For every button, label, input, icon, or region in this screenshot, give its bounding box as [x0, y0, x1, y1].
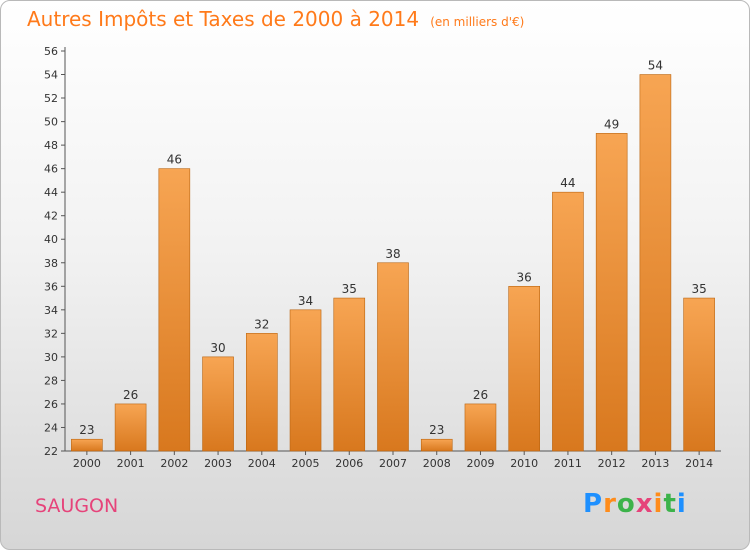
value-label-2012: 49	[604, 117, 619, 131]
y-tick-label: 26	[44, 398, 58, 411]
bar-2007	[377, 262, 409, 452]
x-tick-label-2011: 2011	[554, 457, 582, 470]
y-tick-label: 22	[44, 445, 58, 458]
chart-title-unit: (en milliers d'€)	[430, 15, 525, 29]
y-tick-label: 50	[44, 116, 58, 129]
y-tick-label: 36	[44, 280, 58, 293]
y-tick-label: 46	[44, 163, 58, 176]
bar-2006	[333, 297, 366, 452]
y-tick-label: 34	[44, 304, 58, 317]
y-tick-label: 28	[44, 374, 58, 387]
y-tick-label: 30	[44, 351, 58, 364]
value-label-2002: 46	[167, 153, 182, 167]
bar-2010	[508, 285, 541, 452]
bar-2008	[420, 438, 453, 452]
x-tick-label-2002: 2002	[160, 457, 188, 470]
value-label-2014: 35	[691, 282, 706, 296]
bar-2005	[289, 309, 322, 452]
commune-name: SAUGON	[35, 495, 119, 517]
x-tick-label-2007: 2007	[379, 457, 407, 470]
y-tick-label: 42	[44, 210, 58, 223]
x-tick-label-2004: 2004	[248, 457, 276, 470]
x-tick-label-2006: 2006	[335, 457, 363, 470]
y-tick-label: 38	[44, 257, 58, 270]
x-tick-label-2008: 2008	[423, 457, 451, 470]
y-tick-label: 48	[44, 139, 58, 152]
y-tick-label: 24	[44, 421, 58, 434]
chart-title-main: Autres Impôts et Taxes de 2000 à 2014	[27, 7, 420, 31]
value-label-2007: 38	[385, 247, 400, 261]
x-tick-label-2012: 2012	[598, 457, 626, 470]
proxiti-logo[interactable]: Proxiti	[583, 489, 687, 519]
value-label-2005: 34	[298, 294, 313, 308]
chart-axes: 22 24 26 28 30 32 34 36 38 40 42 44 46 48 50 52 54 56 2000…	[44, 45, 721, 470]
bar-2002	[158, 168, 191, 452]
x-tick-label-2003: 2003	[204, 457, 232, 470]
y-tick-label: 54	[44, 69, 58, 82]
bar-2000	[71, 438, 103, 452]
x-tick-label-2005: 2005	[292, 457, 320, 470]
x-tick-label-2001: 2001	[117, 457, 145, 470]
x-tick-label-2014: 2014	[685, 457, 713, 470]
x-tick-label-2009: 2009	[466, 457, 494, 470]
x-tick-label-2000: 2000	[73, 457, 101, 470]
chart-value-labels: 23 26 46 30 32 34 35 38 23 26 36 44 49 54 35	[79, 59, 707, 438]
bar-2011	[552, 191, 584, 452]
y-tick-label: 44	[44, 186, 58, 199]
bar-2014	[683, 297, 715, 452]
y-tick-label: 40	[44, 233, 58, 246]
y-tick-label: 32	[44, 327, 58, 340]
x-tick-label-2010: 2010	[510, 457, 538, 470]
y-tick-label: 56	[44, 45, 58, 58]
bar-2001	[114, 403, 147, 452]
value-label-2000: 23	[79, 423, 94, 437]
value-label-2009: 26	[473, 388, 488, 402]
bar-2013	[639, 74, 672, 452]
y-tick-label: 52	[44, 92, 58, 105]
chart-title: Autres Impôts et Taxes de 2000 à 2014 (e…	[27, 7, 524, 31]
bar-2009	[464, 403, 497, 452]
value-label-2010: 36	[517, 270, 532, 284]
value-label-2011: 44	[560, 176, 575, 190]
bar-2003	[202, 356, 234, 452]
value-label-2006: 35	[342, 282, 357, 296]
bar-2004	[246, 333, 278, 452]
value-label-2001: 26	[123, 388, 138, 402]
value-label-2008: 23	[429, 423, 444, 437]
value-label-2004: 32	[254, 317, 269, 331]
bar-2012	[595, 133, 628, 452]
x-tick-label-2013: 2013	[641, 457, 669, 470]
value-label-2003: 30	[210, 341, 225, 355]
value-label-2013: 54	[648, 59, 663, 73]
chart-bars	[71, 74, 715, 452]
